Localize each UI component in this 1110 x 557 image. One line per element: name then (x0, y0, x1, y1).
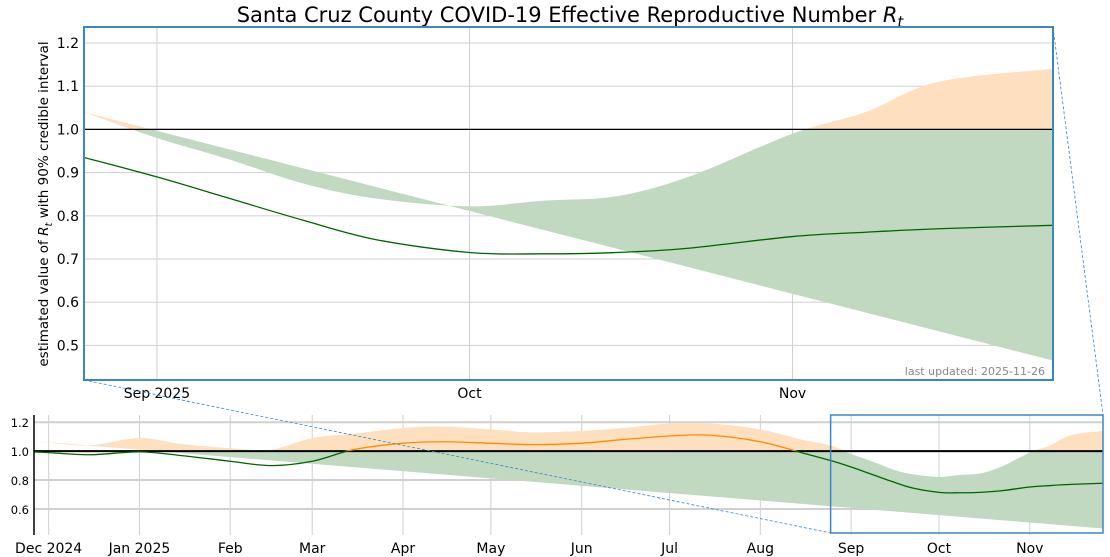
x-tick-label: Oct (457, 386, 482, 402)
x-tick-label: Sep (838, 541, 865, 557)
y-tick-label: 0.7 (57, 252, 79, 268)
credible-interval-band-below-1 (131, 129, 1053, 361)
overview-panel: 0.6 0.8 1.0 1.2 Dec 2024 Jan 2025 Feb Mar Apr May… (11, 26, 1104, 557)
x-tick-label: Oct (927, 541, 952, 557)
y-tick-label: 1.2 (11, 416, 29, 430)
x-tick-label: Apr (391, 541, 415, 557)
x-tick-label: Jul (660, 541, 678, 557)
median-rt-line-above-1 (344, 434, 799, 452)
x-tick-label: Mar (299, 541, 326, 557)
x-tick-label: Nov (779, 386, 806, 402)
median-rt-line-below-1 (84, 156, 1053, 255)
zoom-window-box (829, 414, 1104, 534)
y-tick-label: 0.8 (57, 209, 79, 225)
zoom-connector-left (83, 379, 831, 534)
x-tick-label: May (476, 541, 505, 557)
zoomed-panel-frame (83, 26, 1054, 381)
y-tick-label: 1.0 (11, 445, 29, 459)
x-tick-label: Aug (747, 541, 774, 557)
x-tick-label: Sep 2025 (124, 386, 190, 402)
x-tick-label: Nov (1016, 541, 1043, 557)
y-tick-label: 1.2 (57, 36, 79, 52)
y-tick-label: 1.0 (57, 122, 79, 138)
chart-title: Santa Cruz County COVID-19 Effective Rep… (237, 3, 905, 31)
zoomed-panel: 0.5 0.6 0.7 0.8 0.9 1.0 1.1 1.2 Sep 2025 Oct Nov (57, 26, 1054, 402)
credible-interval-band-above-1 (84, 68, 1053, 130)
y-tick-label: 0.8 (11, 474, 29, 488)
last-updated-annotation: last updated: 2025-11-26 (905, 365, 1045, 378)
y-tick-label: 1.1 (57, 79, 79, 95)
x-tick-label: Feb (218, 541, 243, 557)
y-axis-label: estimated value of Rt with 90% credible … (36, 41, 55, 366)
y-tick-label: 0.5 (57, 338, 79, 354)
x-tick-label: Jan 2025 (108, 541, 171, 557)
median-rt-line-below-1 (34, 451, 1103, 494)
credible-interval-band-below-1 (157, 451, 1103, 529)
x-tick-label: Jun (570, 541, 593, 557)
credible-interval-band-above-1 (34, 423, 1103, 452)
x-tick-label: Dec 2024 (15, 541, 82, 557)
y-tick-label: 0.6 (57, 295, 79, 311)
zoom-connector-right (1052, 26, 1104, 416)
y-tick-label: 0.9 (57, 166, 79, 182)
y-tick-label: 0.6 (11, 503, 29, 517)
